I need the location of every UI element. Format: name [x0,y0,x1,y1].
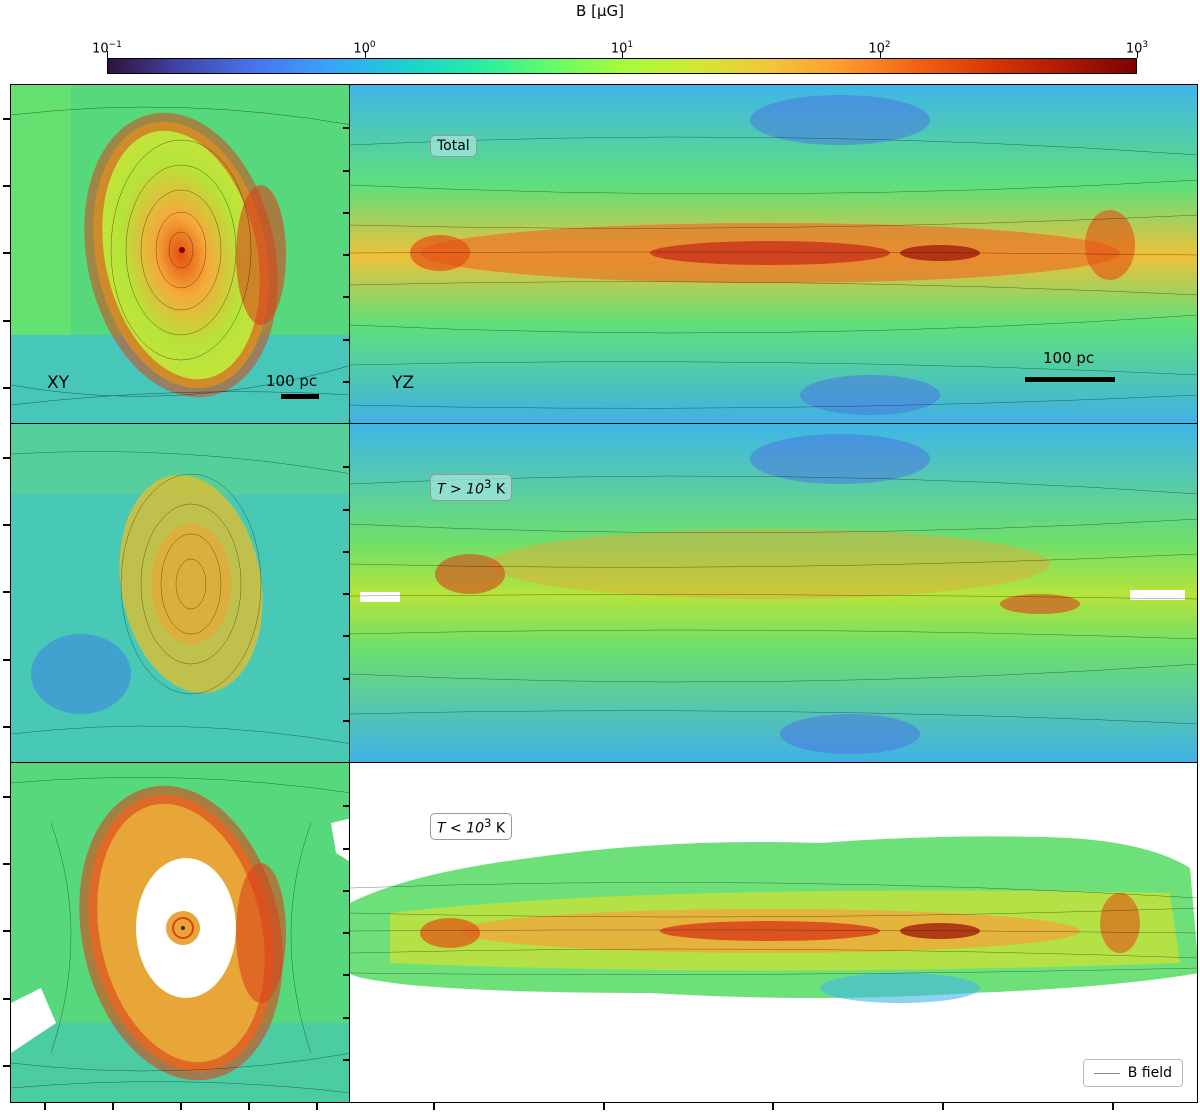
x-tick-right [772,1103,774,1110]
scalebar-label-yz: 100 pc [1043,349,1095,367]
y-tick-right [343,254,350,256]
y-tick-right [343,1017,350,1019]
scalebar-xy [281,394,319,399]
label-cold-prefix: T < 10 [437,820,484,837]
y-tick-left [3,118,10,120]
label-total: Total [430,135,477,157]
label-hot-suffix: K [491,481,506,498]
label-cold-suffix: K [491,820,506,837]
colorbar-tick-label: 102 [868,40,891,57]
xy-total-map [11,85,350,424]
xy-hot-map [11,424,350,763]
y-tick-right [343,635,350,637]
y-tick-right [343,805,350,807]
label-cold-exp: 3 [484,816,492,830]
y-tick-left [3,930,10,932]
scalebar-yz [1025,377,1115,382]
panel-yz-cold: T < 103 K B field [349,762,1198,1103]
y-tick-right [343,339,350,341]
y-tick-right [343,212,350,214]
y-tick-left [3,591,10,593]
y-tick-left [3,659,10,661]
colorbar-tick-mark [622,51,623,58]
scalebar-label-xy: 100 pc [266,372,318,390]
colorbar-tick-label: 100 [353,40,376,57]
colorbar-tick-label: 101 [610,40,634,57]
x-tick-left [112,1103,114,1110]
y-tick-right [343,848,350,850]
colorbar-tick-mark [879,51,881,58]
y-tick-right [343,720,350,722]
panel-xy-cold [10,762,351,1103]
xy-label: XY [47,373,70,393]
y-tick-right [343,1059,350,1061]
y-tick-left [3,726,10,728]
y-tick-right [343,890,350,892]
label-cold-gas: T < 103 K [430,813,513,840]
y-tick-right [343,974,350,976]
y-tick-left [3,524,10,526]
y-tick-right [343,551,350,553]
colorbar-tick-label: 10−1 [92,40,122,57]
x-tick-right [433,1103,435,1110]
yz-cold-map [350,763,1197,1102]
y-tick-right [343,170,350,172]
y-tick-right [343,593,350,595]
y-tick-left [3,252,10,254]
panel-xy-hot [10,423,351,764]
legend-line-icon [1093,1072,1120,1074]
colorbar [107,58,1137,74]
y-tick-left [3,863,10,865]
x-tick-left [44,1103,46,1110]
y-tick-left [3,185,10,187]
panel-yz-hot: T > 103 K [349,423,1198,764]
yz-label: YZ [392,373,415,393]
y-tick-left [3,320,10,322]
colorbar-tick-mark [107,51,108,58]
y-tick-left [3,387,10,389]
y-tick-left [3,796,10,798]
x-tick-left [248,1103,250,1110]
colorbar-tick-label: 103 [1125,40,1149,57]
x-tick-right [1112,1103,1114,1110]
y-tick-right [343,932,350,934]
label-hot-gas: T > 103 K [430,474,513,501]
legend: B field [1082,1059,1183,1087]
colorbar-tick-mark [364,51,366,58]
colorbar-title: B [μG] [576,2,624,20]
legend-label: B field [1127,1065,1172,1081]
y-tick-left [3,998,10,1000]
y-tick-right [343,466,350,468]
y-tick-left [3,457,10,459]
panel-xy-total: XY 100 pc [10,84,351,425]
label-hot-prefix: T > 10 [437,481,484,498]
xy-cold-map [11,763,350,1102]
colorbar-tick-mark [1137,51,1138,58]
label-hot-exp: 3 [484,477,492,491]
y-tick-right [343,381,350,383]
x-tick-left [180,1103,182,1110]
y-tick-left [3,1065,10,1067]
x-tick-right [942,1103,944,1110]
y-tick-right [343,678,350,680]
y-tick-right [343,127,350,129]
x-tick-right [603,1103,605,1110]
panel-yz-total: Total YZ 100 pc [349,84,1198,425]
x-tick-left [316,1103,318,1110]
y-tick-right [343,509,350,511]
yz-total-map [350,85,1197,424]
y-tick-right [343,296,350,298]
